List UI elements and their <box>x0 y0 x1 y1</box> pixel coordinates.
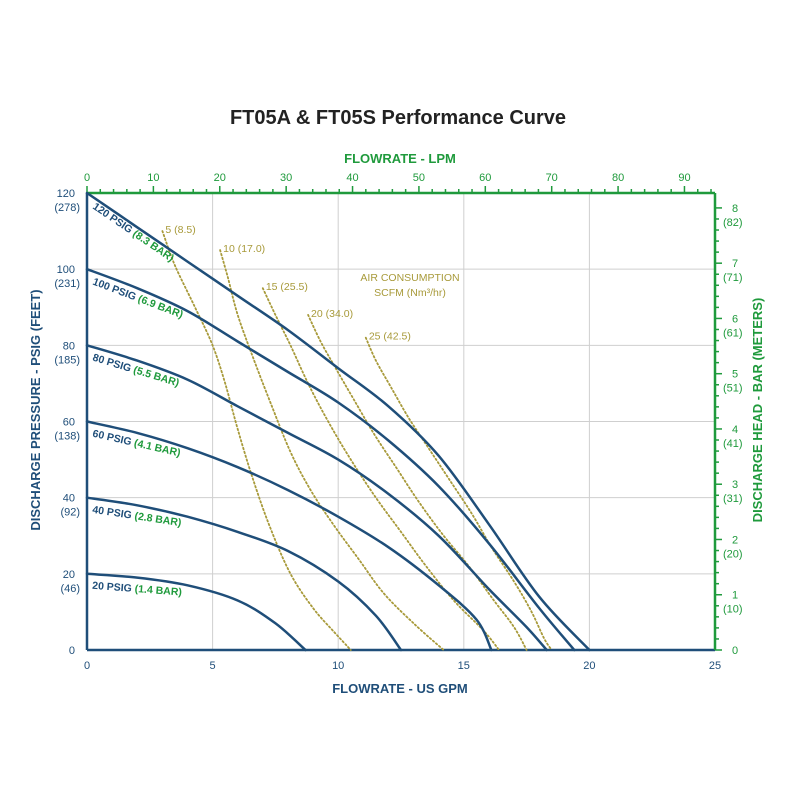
y-axis-ticks: 0 20 (46) 40 (92) 60 (138) 80 (185) 100 (231) 120 (2… <box>54 188 80 657</box>
y-tick-sublabel: (185) <box>54 354 80 366</box>
x2-tick-label: 90 <box>678 172 690 184</box>
y-tick-label: 80 <box>63 340 75 352</box>
x2-tick-label: 10 <box>147 172 159 184</box>
y-tick-label: 60 <box>63 417 75 429</box>
y2-tick-label: 8 <box>732 203 738 215</box>
pressure-curve <box>85 420 493 652</box>
grid <box>85 191 717 652</box>
air-consumption-curve-label: 20 (34.0) <box>311 308 353 320</box>
x2-tick-label: 20 <box>214 172 226 184</box>
pressure-curve <box>85 191 591 652</box>
x-tick-label: 25 <box>709 660 721 672</box>
y2-tick-sublabel: (41) <box>723 438 743 450</box>
x2-tick-label: 40 <box>346 172 358 184</box>
y2-tick-sublabel: (10) <box>723 604 743 616</box>
air-consumption-curve <box>161 230 352 651</box>
pressure-curve-psig: 20 PSIG <box>92 580 135 595</box>
y2-tick-sublabel: (20) <box>723 548 743 560</box>
air-consumption-curve <box>307 314 528 651</box>
y2-tick-label: 7 <box>732 258 738 270</box>
air-consumption-label: AIR CONSUMPTION <box>360 272 459 284</box>
y2-tick-label: 6 <box>732 313 738 325</box>
pressure-curve-psig: 40 PSIG <box>92 504 136 522</box>
x-tick-label: 15 <box>458 660 470 672</box>
pressure-curve-psig: 80 PSIG <box>91 352 135 376</box>
y-tick-sublabel: (138) <box>54 431 80 443</box>
y2-tick-sublabel: (51) <box>723 383 743 395</box>
y2-tick-sublabel: (71) <box>723 272 743 284</box>
y-tick-label: 20 <box>63 569 75 581</box>
pressure-curve-label: 20 PSIG (1.4 BAR) <box>92 580 183 599</box>
air-consumption-curve-label: 25 (42.5) <box>369 331 411 343</box>
air-consumption-curve <box>364 336 553 651</box>
pressure-curve-bar: (1.4 BAR) <box>134 583 182 599</box>
y-tick-label: 0 <box>69 645 75 657</box>
x-axis-title: FLOWRATE - US GPM <box>332 681 468 696</box>
air-consumption-curve-label: 5 (8.5) <box>165 224 195 236</box>
y2-tick-label: 5 <box>732 369 738 381</box>
y-tick-label: 120 <box>57 188 75 200</box>
x2-tick-label: 30 <box>280 172 292 184</box>
x2-tick-label: 50 <box>413 172 425 184</box>
y-tick-sublabel: (278) <box>54 202 80 214</box>
pressure-curve-psig: 120 PSIG <box>90 201 137 238</box>
pressure-curve-bar: (4.1 BAR) <box>133 437 182 459</box>
pressure-curve <box>85 344 548 652</box>
air-consumption-units: SCFM (Nm³/hr) <box>374 287 446 299</box>
x2-axis-title: FLOWRATE - LPM <box>344 151 456 166</box>
x-tick-label: 10 <box>332 660 344 672</box>
x2-tick-label: 80 <box>612 172 624 184</box>
air-consumption-curve <box>261 287 500 651</box>
y-tick-sublabel: (46) <box>60 583 80 595</box>
y-tick-sublabel: (231) <box>54 278 80 290</box>
y2-tick-sublabel: (61) <box>723 327 743 339</box>
pressure-curve <box>85 267 576 652</box>
y-axis-title: DISCHARGE PRESSURE - PSIG (FEET) <box>28 289 43 530</box>
x2-tick-label: 70 <box>546 172 558 184</box>
x2-tick-label: 0 <box>84 172 90 184</box>
y2-tick-sublabel: (31) <box>723 493 743 505</box>
x-tick-label: 20 <box>583 660 595 672</box>
y-tick-label: 100 <box>57 264 75 276</box>
x2-axis-ticks: 0 10 20 30 40 50 60 70 80 90 <box>84 172 712 193</box>
y-tick-label: 40 <box>63 493 75 505</box>
y2-tick-label: 1 <box>732 590 738 602</box>
x-tick-label: 5 <box>210 660 216 672</box>
y2-axis-ticks: 0 1 (10) 2 (20) 3 (31) 4 (41) 5 (51) 6 (61) 7 (71) 8 (82… <box>715 203 743 657</box>
y2-tick-label: 0 <box>732 645 738 657</box>
chart-title: FT05A & FT05S Performance Curve <box>230 107 566 129</box>
x2-tick-label: 60 <box>479 172 491 184</box>
air-consumption-curve-label: 15 (25.5) <box>266 281 308 293</box>
air-consumption-curve-label: 10 (17.0) <box>223 243 265 255</box>
y2-tick-label: 3 <box>732 479 738 491</box>
air-consumption-curves: 5 (8.5) 10 (17.0) 15 (25.5) 20 (34.0) 25 (42… <box>161 224 553 651</box>
y2-tick-label: 4 <box>732 424 738 436</box>
x-axis-ticks: 0 5 10 15 20 25 <box>84 660 721 672</box>
y2-tick-label: 2 <box>732 534 738 546</box>
pressure-curve <box>85 572 307 652</box>
x-tick-label: 0 <box>84 660 90 672</box>
pressure-curve-label: 40 PSIG (2.8 BAR) <box>92 504 183 529</box>
pressure-curve <box>85 496 403 652</box>
y2-axis-title: DISCHARGE HEAD - BAR (METERS) <box>750 298 765 523</box>
y-tick-sublabel: (92) <box>60 507 80 519</box>
pressure-curve-label: 100 PSIG (6.9 BAR) <box>91 276 185 321</box>
y2-tick-sublabel: (82) <box>723 217 743 229</box>
air-consumption-curve <box>219 249 445 651</box>
